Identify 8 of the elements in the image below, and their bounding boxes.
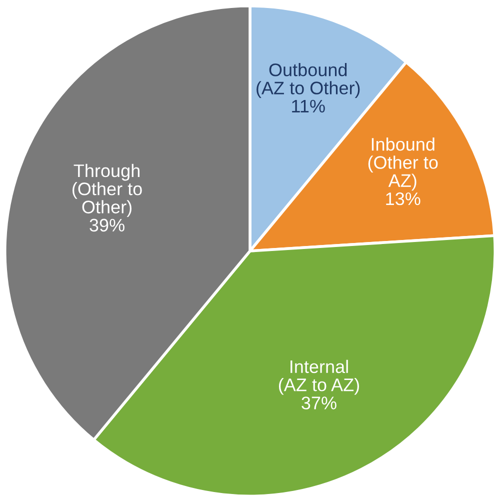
data-label: 39%: [90, 218, 124, 232]
data-label: 13%: [386, 192, 420, 206]
slice-label: Internal (AZ to AZ): [278, 360, 360, 395]
slice-label: Outbound (AZ to Other): [256, 63, 360, 98]
slice-label: Inbound (Other to AZ): [368, 137, 438, 191]
data-label: 11%: [292, 100, 325, 112]
slice-label: Through (Other to Other): [72, 164, 142, 217]
data-label: 37%: [302, 396, 336, 410]
